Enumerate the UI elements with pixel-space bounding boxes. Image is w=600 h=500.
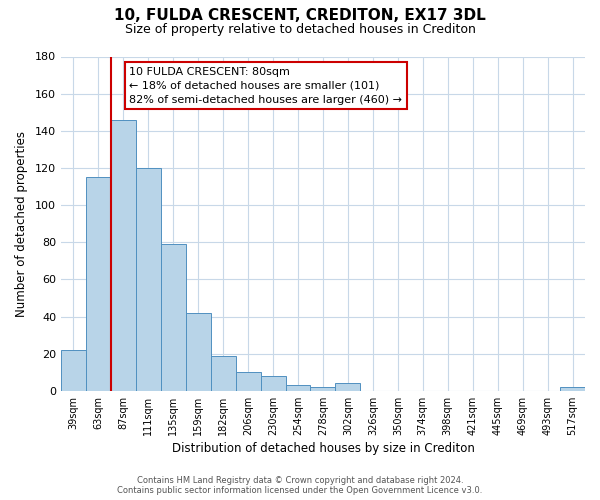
Bar [86,177,111,391]
Text: Size of property relative to detached houses in Crediton: Size of property relative to detached ho… [125,22,475,36]
Bar [211,356,236,391]
Bar [61,350,86,391]
Y-axis label: Number of detached properties: Number of detached properties [15,130,28,316]
Text: 10 FULDA CRESCENT: 80sqm
← 18% of detached houses are smaller (101)
82% of semi-: 10 FULDA CRESCENT: 80sqm ← 18% of detach… [129,66,402,104]
Bar [310,387,335,391]
Bar [236,372,260,391]
Bar [186,313,211,391]
Bar [136,168,161,391]
Bar [335,384,361,391]
Bar [111,120,136,391]
Bar [560,387,585,391]
X-axis label: Distribution of detached houses by size in Crediton: Distribution of detached houses by size … [172,442,475,455]
Bar [161,244,186,391]
Text: 10, FULDA CRESCENT, CREDITON, EX17 3DL: 10, FULDA CRESCENT, CREDITON, EX17 3DL [114,8,486,22]
Bar [286,385,310,391]
Bar [260,376,286,391]
Text: Contains HM Land Registry data © Crown copyright and database right 2024.
Contai: Contains HM Land Registry data © Crown c… [118,476,482,495]
